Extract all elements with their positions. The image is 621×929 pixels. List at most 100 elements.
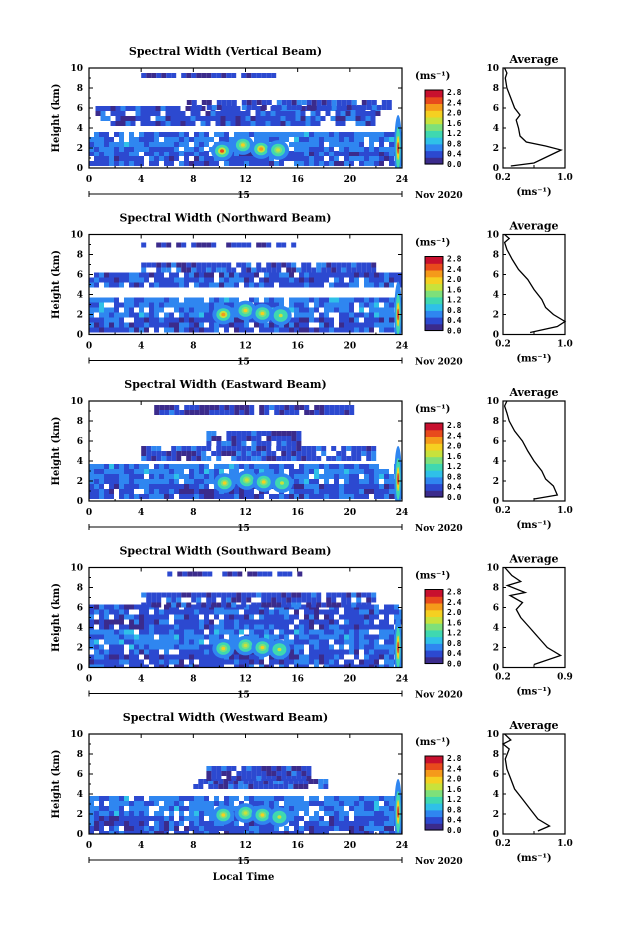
heatmap-cell bbox=[291, 456, 297, 461]
heatmap-cell bbox=[155, 116, 161, 121]
y-tick-label: 10 bbox=[70, 397, 83, 407]
colorbar-swatch bbox=[425, 283, 443, 291]
heatmap-cell bbox=[186, 602, 192, 608]
heatmap-cell bbox=[229, 609, 234, 615]
heatmap-cell bbox=[89, 826, 94, 831]
heatmap-cell bbox=[109, 604, 114, 610]
heatmap-cell bbox=[394, 614, 399, 620]
heatmap-cell bbox=[199, 659, 204, 665]
heatmap-cell bbox=[374, 297, 379, 303]
heatmap-cell bbox=[135, 111, 141, 116]
heatmap-cell bbox=[89, 619, 94, 625]
heatmap-cell bbox=[129, 327, 134, 333]
heatmap-cell bbox=[209, 801, 214, 806]
heatmap-cell bbox=[159, 142, 164, 147]
heatmap-cell bbox=[234, 831, 239, 834]
heatmap-cell bbox=[284, 137, 289, 142]
heatmap-cell bbox=[179, 644, 184, 650]
heatmap-cell bbox=[139, 142, 144, 147]
heatmap-cell bbox=[196, 446, 202, 451]
heatmap-cell bbox=[364, 639, 369, 645]
heatmap-cell bbox=[159, 405, 165, 410]
heatmap-cell bbox=[204, 312, 209, 318]
heatmap-cell bbox=[239, 327, 244, 333]
heatmap-cell bbox=[216, 771, 222, 776]
heatmap-cell bbox=[324, 322, 329, 328]
heatmap-cell bbox=[199, 826, 204, 831]
heatmap-cell bbox=[285, 116, 291, 121]
heatmap-cell bbox=[169, 151, 174, 156]
heatmap-cell bbox=[104, 654, 109, 660]
heatmap-cell bbox=[291, 441, 297, 446]
heatmap-cell bbox=[231, 446, 237, 451]
heatmap-cell bbox=[184, 479, 189, 484]
heatmap-cell bbox=[324, 277, 329, 283]
heatmap-cell bbox=[184, 614, 189, 620]
heatmap-cell bbox=[209, 654, 214, 660]
heatmap-cell bbox=[239, 156, 244, 161]
heatmap-cell bbox=[321, 100, 327, 105]
heatmap-cell bbox=[266, 73, 272, 78]
heatmap-cell bbox=[231, 451, 237, 456]
colorbar-tick-label: 1.6 bbox=[447, 618, 462, 627]
heatmap-cell bbox=[206, 456, 212, 461]
heatmap-cell bbox=[244, 282, 249, 288]
heatmap-cell bbox=[329, 410, 335, 415]
average-title: Average bbox=[508, 220, 558, 233]
heatmap-cell bbox=[174, 801, 179, 806]
heatmap-cell bbox=[334, 307, 339, 313]
heatmap-cell bbox=[99, 297, 104, 303]
heatmap-cell bbox=[209, 619, 214, 625]
y-axis-label: Height (km) bbox=[51, 84, 62, 153]
heatmap-cell bbox=[309, 312, 314, 318]
heatmap-cell bbox=[226, 105, 232, 110]
heatmap-cell bbox=[159, 489, 164, 494]
heatmap-cell bbox=[319, 484, 324, 489]
heatmap-cell bbox=[244, 619, 249, 625]
heatmap-cell bbox=[151, 262, 157, 268]
heatmap-cell bbox=[316, 105, 322, 110]
heatmap-cell bbox=[369, 317, 374, 323]
heatmap-cell bbox=[354, 821, 359, 826]
heatmap-cell bbox=[89, 659, 94, 665]
heatmap-cell bbox=[99, 142, 104, 147]
heatmap-cell bbox=[329, 156, 334, 161]
y-tick-label: 0 bbox=[77, 497, 83, 507]
heatmap-cell bbox=[319, 156, 324, 161]
heatmap-cell bbox=[354, 474, 359, 479]
heatmap-cell bbox=[149, 147, 154, 152]
heatmap-cell bbox=[109, 317, 114, 323]
heatmap-cell bbox=[354, 469, 359, 474]
heatmap-cell bbox=[194, 494, 199, 499]
heatmap-hotspot bbox=[259, 147, 264, 151]
heatmap-cell bbox=[289, 654, 294, 660]
colorbar-swatch bbox=[425, 643, 443, 651]
heatmap-cell bbox=[251, 105, 257, 110]
heatmap-cell bbox=[99, 479, 104, 484]
heatmap-cell bbox=[262, 571, 268, 577]
heatmap-cell bbox=[379, 132, 384, 137]
heatmap-cell bbox=[141, 73, 147, 78]
heatmap-cell bbox=[316, 267, 322, 273]
x-tick-label: 0 bbox=[86, 175, 92, 185]
heatmap-cell bbox=[259, 664, 264, 668]
heatmap-cell bbox=[291, 267, 297, 273]
average-x-label: (ms⁻¹) bbox=[516, 187, 551, 198]
heatmap-cell bbox=[335, 111, 341, 116]
heatmap-cell bbox=[334, 649, 339, 655]
heatmap-cell bbox=[354, 644, 359, 650]
heatmap-cell bbox=[266, 431, 272, 436]
heatmap-cell bbox=[231, 592, 237, 598]
heatmap-cell bbox=[254, 156, 259, 161]
heatmap-cell bbox=[214, 634, 219, 640]
heatmap-cell bbox=[227, 571, 233, 577]
heatmap-cell bbox=[374, 307, 379, 313]
heatmap-cell bbox=[119, 327, 124, 333]
heatmap-cell bbox=[369, 272, 374, 278]
heatmap-cell bbox=[294, 161, 299, 166]
x-tick-label: 16 bbox=[291, 675, 304, 685]
heatmap-cell bbox=[199, 479, 204, 484]
heatmap-cell bbox=[104, 156, 109, 161]
heatmap-cell bbox=[234, 609, 239, 615]
heatmap-cell bbox=[219, 624, 224, 630]
